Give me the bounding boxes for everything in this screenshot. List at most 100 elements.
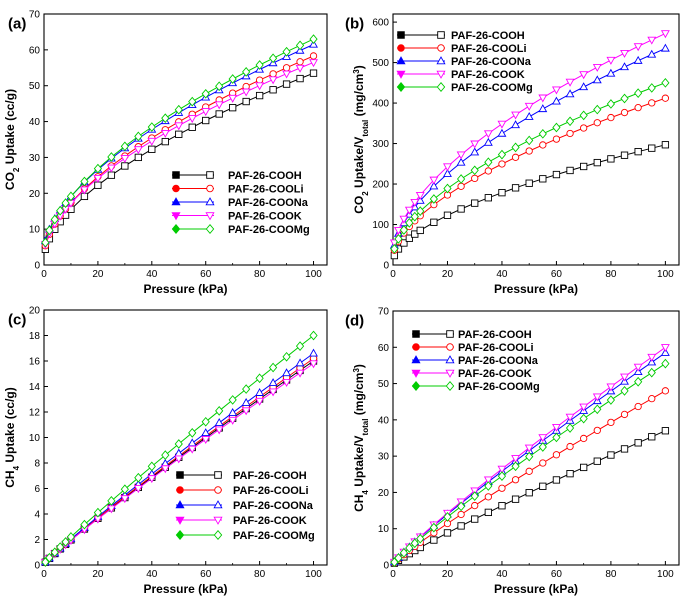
data-point xyxy=(511,153,520,161)
data-point xyxy=(566,442,574,451)
data-point xyxy=(309,69,318,77)
data-point xyxy=(565,89,575,98)
data-point xyxy=(593,104,602,115)
data-point xyxy=(565,78,575,87)
y-tick-label: 16 xyxy=(29,357,41,368)
data-point xyxy=(80,519,89,530)
y-tick-label: 10 xyxy=(29,433,41,444)
data-point xyxy=(41,237,50,248)
data-point xyxy=(107,171,116,179)
legend-marker-open xyxy=(445,355,455,364)
series-PAF-26-COOK xyxy=(389,30,670,248)
data-point xyxy=(620,108,629,117)
data-point xyxy=(443,529,452,537)
data-point xyxy=(593,457,601,465)
data-point xyxy=(399,225,409,235)
data-point xyxy=(174,448,184,457)
data-point xyxy=(498,502,506,510)
legend-marker-open xyxy=(205,212,215,221)
data-point xyxy=(647,83,656,93)
legend-label: PAF-26-COOH xyxy=(233,470,307,482)
data-point xyxy=(268,388,278,397)
series-PAF-26-COOK xyxy=(40,59,318,250)
data-point xyxy=(399,215,409,224)
data-point xyxy=(296,58,304,66)
data-point xyxy=(538,94,548,103)
data-point xyxy=(620,386,629,396)
chart-panel-2: (c) 0 20 40 60 80 100 0 2 4 6 8 10 12 14 16 18 20 Pressure… xyxy=(3,306,328,596)
y-tick-label: 70 xyxy=(378,307,390,318)
legend-label: PAF-26-COOMg xyxy=(233,530,315,542)
data-point xyxy=(410,198,420,207)
data-point xyxy=(579,71,589,80)
legend-marker-open xyxy=(436,82,446,92)
data-point xyxy=(620,445,629,453)
data-point xyxy=(255,60,264,70)
data-point xyxy=(620,93,629,104)
y-tick-label: 200 xyxy=(372,180,389,191)
data-point xyxy=(497,149,507,160)
data-point xyxy=(295,341,305,351)
data-point xyxy=(202,116,210,125)
data-point xyxy=(255,397,265,406)
legend-label: PAF-26-COOK xyxy=(228,211,302,223)
legend-marker-filled xyxy=(171,212,181,221)
y-axis-label-part: CH xyxy=(3,470,17,487)
legend-marker-open xyxy=(446,330,454,338)
legend-marker-open xyxy=(206,184,214,193)
data-point xyxy=(242,67,251,77)
data-point xyxy=(241,407,251,416)
legend-marker-filled xyxy=(396,82,406,92)
data-point xyxy=(228,395,237,405)
data-point xyxy=(161,113,170,124)
y-tick-label: 0 xyxy=(34,561,40,572)
data-point xyxy=(634,104,642,112)
data-point xyxy=(201,436,211,445)
legend-marker-open xyxy=(445,369,455,378)
data-point xyxy=(634,148,642,156)
x-tick-label: 0 xyxy=(41,269,47,280)
data-point xyxy=(620,50,629,58)
data-point xyxy=(215,110,223,118)
data-point xyxy=(390,243,399,254)
data-point xyxy=(661,387,670,395)
data-point xyxy=(566,129,574,138)
x-tick-label: 0 xyxy=(390,569,396,580)
data-point xyxy=(66,532,76,542)
x-tick-label: 60 xyxy=(200,569,212,580)
data-point xyxy=(241,88,251,97)
legend-marker-filled xyxy=(411,369,421,378)
data-point xyxy=(525,451,534,462)
data-point xyxy=(484,194,492,202)
data-point xyxy=(201,88,210,99)
legend-marker-filled xyxy=(176,486,184,494)
data-point xyxy=(410,211,419,222)
y-tick-label: 18 xyxy=(29,331,41,342)
data-point xyxy=(405,234,413,242)
data-point xyxy=(214,101,224,110)
data-point xyxy=(394,553,403,563)
legend-marker-open xyxy=(214,486,222,494)
data-point xyxy=(410,538,419,549)
y-tick-label: 10 xyxy=(29,225,41,236)
data-point xyxy=(580,434,588,443)
data-point xyxy=(606,68,616,77)
y-axis-label-part: ) xyxy=(352,364,366,368)
data-point xyxy=(120,484,129,495)
data-point xyxy=(269,70,277,78)
data-point xyxy=(511,184,520,192)
data-point xyxy=(565,413,575,422)
data-point xyxy=(282,351,291,362)
legend-label: PAF-26-COOK xyxy=(451,69,525,81)
plot-frame xyxy=(392,13,680,266)
data-point xyxy=(552,451,561,459)
data-point xyxy=(228,74,237,84)
data-point xyxy=(497,128,507,137)
data-point xyxy=(661,358,670,369)
data-point xyxy=(45,225,54,236)
chart-panel-3: (d) 0 20 40 60 80 100 0 10 20 30 40 50 60 70 Pressure (… xyxy=(345,307,680,596)
data-point xyxy=(607,155,615,163)
data-point xyxy=(416,226,424,235)
data-point xyxy=(242,384,251,394)
